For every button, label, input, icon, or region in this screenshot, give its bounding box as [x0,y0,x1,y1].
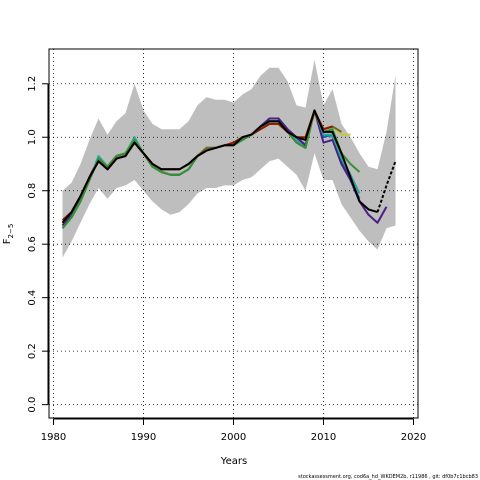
y-tick-label: 0.8 [27,183,38,199]
plot-frame [48,48,419,419]
y-axis-title: F2−5 [2,224,15,245]
y-tick-label: 0.0 [27,397,38,413]
x-tick-label: 2020 [401,432,426,443]
x-tick-label: 2010 [311,432,336,443]
confidence-band-area [62,59,396,258]
y-tick-label: 1.0 [27,129,38,145]
y-tick-label: 0.4 [27,290,38,306]
x-tick-label: 1980 [41,432,66,443]
y-tick-label: 0.6 [27,236,38,252]
grid [49,49,418,418]
y-axis: 0.0 0.2 0.4 0.6 0.8 1.0 1.2 [27,76,49,413]
x-axis: 1980 1990 2000 2010 2020 [41,418,426,443]
x-axis-title: Years [220,456,247,467]
series-line-9 [61,109,378,224]
y-axis-title-main: F [2,238,13,244]
series-line-9-forecast [376,160,397,213]
series-lines [61,109,397,229]
y-tick-label: 1.2 [27,76,38,92]
x-tick-label: 2000 [221,432,246,443]
footer-attribution: stockassessment.org, cod6a_hd_WKDEM2b, r… [298,474,478,480]
y-tick-label: 0.2 [27,343,38,359]
y-axis-title-subscript: 2−5 [7,224,15,239]
x-tick-label: 1990 [131,432,156,443]
confidence-band [62,59,396,258]
